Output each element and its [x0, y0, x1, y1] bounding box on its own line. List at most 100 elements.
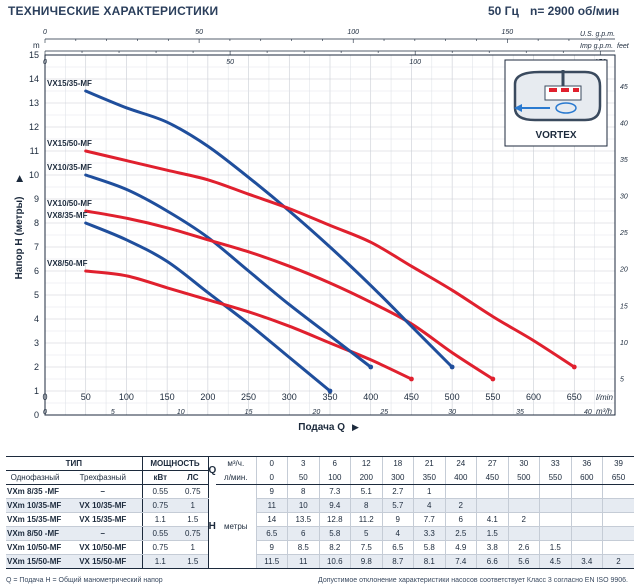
q-m3h-cell: 12 [350, 456, 383, 471]
x-tick-lmin: 650 [567, 392, 582, 402]
x-tick-m3h: 30 [448, 409, 456, 416]
y-tick-ft: 20 [619, 267, 628, 274]
head-value-cell: 9 [381, 512, 414, 527]
head-value-cell: 1 [413, 484, 446, 499]
series-line-VX15/35-MF [84, 89, 454, 369]
head-value-cell: 5.7 [381, 498, 414, 513]
head-value-cell: 4 [413, 498, 446, 513]
y-unit-m: m [33, 41, 40, 50]
y-tick-m: 12 [29, 122, 39, 132]
head-value-cell: 1.5 [539, 540, 572, 555]
x-unit-impgpm: Imp g.p.m. [580, 43, 613, 50]
single-phase-model: VXm 10/35-MF [6, 498, 64, 513]
x-tick-lmin: 600 [526, 392, 541, 402]
head-value-cell: 14 [255, 512, 288, 527]
series-endpoint-VX8/35-MF [327, 388, 333, 394]
y-tick-ft: 25 [619, 230, 628, 237]
three-phase-model: VX 15/50-MF [64, 554, 143, 569]
series-endpoint-VX15/50-MF [571, 364, 577, 370]
q-m3h-cell: 30 [507, 456, 540, 471]
head-value-cell [602, 540, 635, 555]
three-phase-model: VX 15/35-MF [64, 512, 143, 527]
head-value-cell [476, 498, 509, 513]
x-tick-lmin: 200 [200, 392, 215, 402]
y-tick-m: 3 [34, 338, 39, 348]
q-m3h-cell: 3 [287, 456, 320, 471]
series-endpoint-VX15/35-MF [449, 364, 455, 370]
head-value-cell: 8.7 [381, 554, 414, 569]
q-m3h-cell: 6 [318, 456, 351, 471]
head-value-cell: 4 [381, 526, 414, 541]
x-tick-m3h: 35 [516, 409, 524, 416]
y-tick-m: 2 [34, 362, 39, 372]
pump-performance-chart: 0 50 100 1 500 50 100 150 0 50 100 150 200 250 300 350… [14, 29, 630, 433]
x-tick-m3h: 5 [111, 409, 115, 416]
head-value-cell [602, 512, 635, 527]
q-symbol: Q [207, 456, 217, 485]
y-tick-m: 15 [29, 50, 39, 60]
x-tick-usgpm: 100 [347, 29, 359, 36]
x-unit-lmin: l/min [596, 393, 613, 402]
vortex-label: VORTEX [535, 130, 576, 141]
unit-m3h: м³/ч. [216, 456, 257, 471]
three-phase-model: VX 10/50-MF [64, 540, 143, 555]
head-value-cell: 10 [287, 498, 320, 513]
power-hp: 1 [178, 540, 209, 555]
power-kw: 1.1 [141, 554, 179, 569]
x-tick-m3h: 40 [584, 409, 592, 416]
head-value-cell: 11.2 [350, 512, 383, 527]
head-value-cell: 10.6 [318, 554, 351, 569]
table-row: VXm 8/50 -MF –0.55 0.75 6.5 6 5.8 5 4 3.3 2.5 1.5 [6, 526, 635, 541]
x-tick-usgpm: 0 [43, 29, 47, 36]
head-value-cell: 1.5 [476, 526, 509, 541]
y-tick-m: 8 [34, 218, 39, 228]
head-value-cell: 3.8 [476, 540, 509, 555]
h-symbol: Н [207, 484, 217, 569]
q-m3h-cell: 27 [476, 456, 509, 471]
series-endpoint-VX10/35-MF [368, 364, 374, 370]
head-value-cell: 9 [255, 484, 288, 499]
series-label-VX15/35-MF: VX15/35-MF [47, 79, 92, 88]
frequency-label: 50 Гц [488, 4, 519, 18]
x-unit-m3h: m³/h [596, 407, 613, 416]
head-value-cell: 7.3 [318, 484, 351, 499]
power-hp: 1.5 [178, 512, 209, 527]
table-row: VXm 10/50-MF VX 10/50-MF 0.75 1 9 8.5 8.2 7.5 6.… [6, 540, 635, 555]
plot-frame [44, 54, 616, 416]
vortex-swirl [555, 102, 577, 114]
power-kw: 0.75 [141, 498, 179, 513]
y-tick-m: 14 [29, 74, 39, 84]
series-label-VX8/35-MF: VX8/35-MF [47, 211, 88, 220]
y-tick-m: 5 [34, 290, 39, 300]
head-value-cell [507, 526, 540, 541]
x-tick-impgpm: 50 [226, 59, 234, 66]
single-phase-model: VXm 8/35 -MF [6, 484, 64, 499]
power-hp: 0.75 [178, 484, 209, 499]
q-lmin-cell: 350 [413, 470, 446, 485]
top-flow-axes: 050100150050100150 [43, 29, 615, 66]
series-endpoint-VX10/50-MF [490, 376, 496, 382]
y-unit-ft: feet [617, 43, 630, 50]
axis-tick-labels: 0 50 100 150 200 250 300 350 400 450 500 550 600 6500… [29, 50, 628, 420]
head-value-cell [570, 526, 603, 541]
head-value-cell: 12.8 [318, 512, 351, 527]
y-tick-ft: 5 [620, 376, 624, 383]
head-value-cell: 11 [287, 554, 320, 569]
series-line-VX10/35-MF [84, 173, 373, 369]
q-m3h-cell: 33 [539, 456, 572, 471]
head-value-cell [602, 526, 635, 541]
head-value-cell: 8.1 [413, 554, 446, 569]
head-value-cell: 13.5 [287, 512, 320, 527]
head-value-cell: 5.1 [350, 484, 383, 499]
single-phase-model: VXm 15/50-MF [6, 554, 64, 569]
x-axis-arrow: ▶ [352, 422, 359, 432]
table-row: VXm 10/35-MF VX 10/35-MF 0.75 1 11 10 9.4 8 5.7 4… [6, 498, 635, 513]
head-value-cell: 2 [602, 554, 635, 569]
head-value-cell: 3.4 [570, 554, 603, 569]
q-lmin-cell: 50 [287, 470, 320, 485]
single-phase-header: Однофазный [6, 470, 64, 485]
series-label-VX10/50-MF: VX10/50-MF [47, 199, 92, 208]
head-value-cell [570, 512, 603, 527]
curve-labels: VX8/35-MF VX8/50-MF VX10/35-MF VX10/50-MF VX… [47, 79, 92, 268]
